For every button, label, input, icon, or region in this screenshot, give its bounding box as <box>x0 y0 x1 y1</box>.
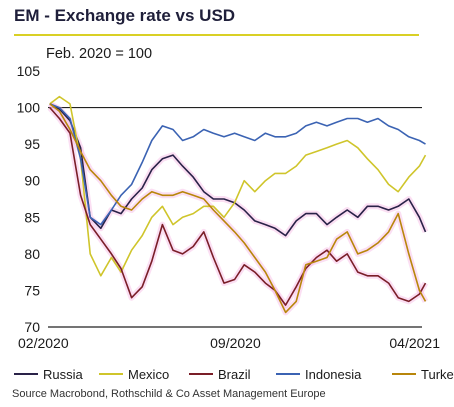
legend-label: Indonesia <box>305 366 362 382</box>
chart-subtitle: Feb. 2020 = 100 <box>46 46 153 62</box>
legend-item-mexico: Mexico <box>99 366 169 382</box>
x-tick-label: 09/2020 <box>210 335 261 351</box>
legend-label: Russia <box>43 366 83 382</box>
chart-title: EM - Exchange rate vs USD <box>14 6 236 25</box>
legend-item-brazil: Brazil <box>189 366 251 382</box>
legend-swatch <box>276 373 300 375</box>
legend-swatch <box>392 373 416 375</box>
legend-item-russia: Russia <box>14 366 83 382</box>
y-tick-label: 75 <box>24 282 40 298</box>
chart-legend: Russia Mexico Brazil Indonesia Turkey <box>14 366 454 382</box>
y-tick-label: 70 <box>24 319 40 335</box>
legend-label: Mexico <box>128 366 170 382</box>
line-chart: 70 75 80 85 90 95 100 105 02/2020 09/2020 04/2021 <box>17 63 441 351</box>
y-tick-label: 105 <box>17 63 41 79</box>
series-line-mexico <box>49 95 427 277</box>
y-tick-label: 90 <box>24 173 40 189</box>
legend-swatch <box>14 373 38 375</box>
series-highlight <box>48 101 429 239</box>
y-tick-label: 85 <box>24 209 40 225</box>
y-tick-label: 95 <box>24 136 40 152</box>
y-tick-label: 80 <box>24 246 40 262</box>
source-note: Source Macrobond, Rothschild & Co Asset … <box>12 388 326 400</box>
series-line-brazil <box>49 107 427 306</box>
x-tick-label: 04/2021 <box>389 335 440 351</box>
legend-swatch <box>99 373 123 375</box>
legend-item-turkey: Turkey <box>392 366 454 382</box>
series-line-indonesia <box>49 103 426 226</box>
legend-item-indonesia: Indonesia <box>276 366 361 382</box>
series-line-russia <box>49 103 427 237</box>
legend-label: Turkey <box>421 366 454 382</box>
legend-swatch <box>189 373 213 375</box>
x-tick-label: 02/2020 <box>18 335 69 351</box>
y-tick-label: 100 <box>17 100 41 116</box>
title-underline <box>14 34 419 36</box>
legend-label: Brazil <box>218 366 251 382</box>
series-line-turkey <box>49 103 427 314</box>
